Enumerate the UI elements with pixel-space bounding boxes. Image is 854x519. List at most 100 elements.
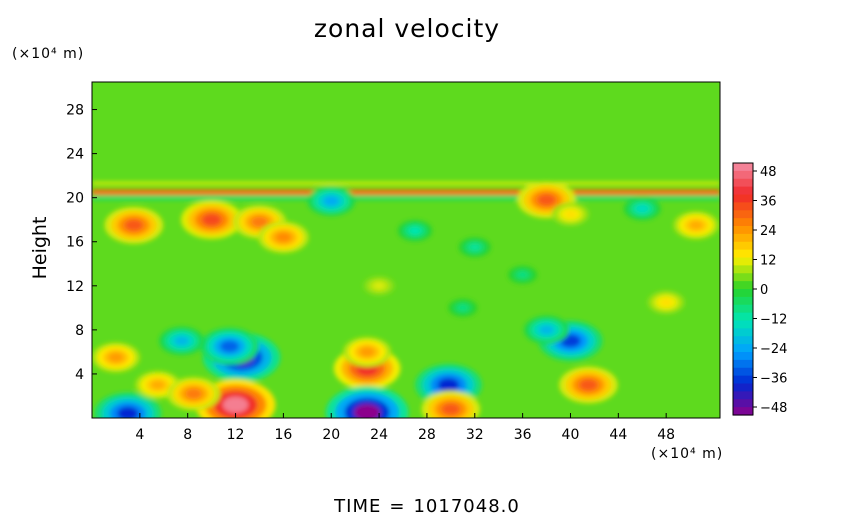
colorbar-band: [733, 163, 753, 172]
y-tick-label: 20: [66, 191, 84, 207]
colorbar-band: [733, 257, 753, 266]
y-axis-unit: (×10⁴ m): [12, 46, 85, 62]
colorbar-tick-label: −48: [760, 401, 787, 416]
time-label: TIME: [334, 496, 382, 517]
x-tick-label: 4: [135, 427, 144, 443]
velocity-cell: [108, 352, 124, 363]
x-tick-label: 16: [274, 427, 292, 443]
velocity-band: [92, 195, 720, 200]
velocity-cell: [564, 210, 577, 218]
x-tick-label: 12: [227, 427, 245, 443]
x-axis-unit: (×10⁴ m): [651, 446, 724, 462]
velocity-cell: [174, 336, 189, 346]
colorbar-band: [733, 233, 753, 243]
velocity-cell: [579, 379, 598, 391]
x-axis: 4 8 12 16 20 24 28 32 36 40 44 48: [135, 413, 675, 443]
velocity-cell: [275, 232, 292, 243]
colorbar-band: [733, 241, 753, 251]
x-tick-label: 32: [466, 427, 484, 443]
colorbar-band: [733, 312, 753, 322]
velocity-cell: [660, 298, 673, 307]
colorbar-tick-label: 12: [760, 254, 777, 269]
colorbar-band: [733, 210, 753, 219]
velocity-cell: [469, 244, 480, 251]
x-tick-label: 40: [562, 427, 580, 443]
velocity-cell: [323, 196, 339, 206]
y-tick-label: 8: [75, 323, 84, 339]
velocity-band: [92, 189, 720, 195]
colorbar-band: [733, 304, 753, 314]
x-tick-label: 8: [183, 427, 192, 443]
colorbar-band: [733, 194, 753, 203]
velocity-cell: [353, 404, 381, 418]
velocity-cell: [458, 304, 468, 311]
colorbar-tick-label: 48: [760, 165, 777, 180]
colorbar-band: [733, 375, 753, 385]
colorbar-band: [733, 178, 753, 188]
velocity-cell: [441, 403, 461, 416]
y-tick-label: 4: [75, 367, 84, 383]
velocity-cell: [150, 380, 166, 390]
colorbar-band: [733, 367, 753, 377]
y-tick-label: 28: [66, 103, 84, 119]
colorbar-band: [733, 226, 753, 235]
colorbar-band: [733, 407, 753, 416]
colorbar-band: [733, 249, 753, 259]
colorbar-band: [733, 273, 753, 282]
velocity-cell: [517, 271, 528, 278]
colorbar-band: [733, 265, 753, 274]
plot-frame: [91, 81, 721, 419]
velocity-field: [92, 82, 720, 418]
velocity-cell: [201, 213, 222, 226]
x-tick-label: 20: [322, 427, 340, 443]
colorbar-band: [733, 391, 753, 400]
velocity-cell: [117, 406, 139, 418]
colorbar-band: [733, 186, 753, 196]
chart-title: zonal velocity: [313, 14, 501, 43]
velocity-cell: [220, 340, 239, 353]
colorbar-tick-label: 36: [760, 195, 777, 210]
colorbar-band: [733, 202, 753, 211]
x-tick-label: 44: [609, 427, 627, 443]
colorbar-tick-label: 0: [760, 283, 768, 298]
colorbar-band: [733, 336, 753, 345]
velocity-cell: [359, 347, 375, 357]
colorbar-band: [733, 352, 753, 361]
velocity-cell: [373, 282, 385, 289]
velocity-cell: [636, 204, 649, 213]
velocity-cell: [537, 193, 556, 206]
colorbar-tick-label: −36: [760, 372, 787, 387]
colorbar-band: [733, 289, 753, 298]
colorbar-band: [733, 359, 753, 369]
x-tick-label: 28: [418, 427, 436, 443]
colorbar-band: [733, 281, 753, 290]
velocity-cell: [185, 388, 203, 400]
velocity-cell: [250, 216, 268, 228]
x-tick-label: 36: [514, 427, 532, 443]
velocity-cell: [124, 219, 144, 232]
colorbar-tick-label: 24: [760, 224, 777, 239]
colorbar-band: [733, 344, 753, 353]
time-caption: TIME = 1017048.0: [0, 496, 854, 517]
y-tick-label: 16: [66, 235, 84, 251]
colorbar: 48 36 24 12 0 −12 −24 −36 −48: [732, 162, 787, 416]
colorbar-tick-label: −12: [760, 313, 787, 328]
colorbar-band: [733, 218, 753, 227]
velocity-cell: [409, 227, 421, 235]
velocity-cell: [539, 325, 554, 335]
velocity-cell: [437, 378, 460, 392]
velocity-cell: [688, 220, 704, 230]
colorbar-band: [733, 399, 753, 408]
y-axis: 4 8 12 16 20 24 28: [66, 103, 97, 383]
colorbar-band: [733, 296, 753, 306]
y-tick-label: 24: [66, 147, 84, 163]
colorbar-band: [733, 383, 753, 392]
colorbar-tick-label: −24: [760, 342, 787, 357]
x-tick-label: 24: [370, 427, 388, 443]
velocity-band: [92, 181, 720, 186]
colorbar-band: [733, 328, 753, 337]
time-equals: =: [389, 496, 406, 517]
time-value: 1017048.0: [413, 496, 520, 517]
colorbar-band: [733, 320, 753, 329]
